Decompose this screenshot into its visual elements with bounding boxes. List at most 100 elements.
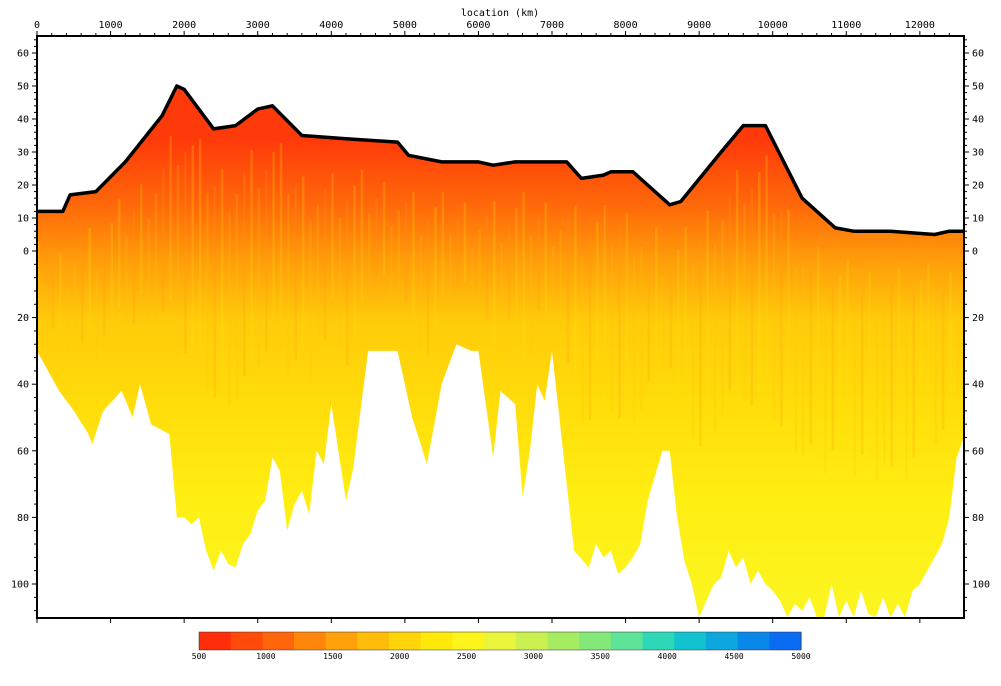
elevation-tick-label: 20	[17, 181, 29, 192]
x-tick-label: 6000	[466, 20, 490, 31]
velocity-streak	[51, 268, 55, 329]
elevation-tick-label: 10	[17, 214, 29, 225]
x-tick-label: 4000	[319, 20, 343, 31]
depth-tick-label: 100	[972, 580, 990, 591]
velocity-streak	[691, 261, 695, 439]
elevation-tick-label: 50	[972, 82, 984, 93]
velocity-streak	[449, 235, 452, 307]
velocity-streak	[257, 188, 261, 366]
velocity-streak	[662, 277, 665, 373]
velocity-streak	[905, 311, 908, 480]
velocity-streak	[228, 211, 231, 406]
velocity-streak	[816, 246, 820, 451]
velocity-streak	[919, 279, 923, 448]
velocity-streak	[184, 152, 187, 353]
velocity-streak	[618, 229, 621, 419]
velocity-streak	[265, 170, 268, 352]
velocity-streak	[419, 236, 423, 349]
colorbar-tick-label: 500	[192, 652, 207, 661]
velocity-streak	[220, 168, 224, 379]
velocity-streak	[169, 136, 172, 301]
colorbar-tick-label: 5000	[791, 652, 810, 661]
x-tick-label: 8000	[614, 20, 638, 31]
velocity-streak	[706, 210, 709, 426]
velocity-streak	[625, 212, 629, 408]
velocity-streak	[493, 200, 496, 342]
velocity-streak	[176, 165, 180, 359]
velocity-streak	[912, 295, 915, 458]
velocity-streak	[574, 205, 577, 396]
elevation-tick-label: 60	[17, 49, 29, 60]
velocity-streak	[485, 215, 489, 320]
velocity-streak	[132, 209, 136, 325]
velocity-streak	[632, 256, 636, 422]
colorbar-tick-label: 1500	[323, 652, 342, 661]
colorbar-tick-label: 2500	[457, 652, 476, 661]
velocity-streak	[853, 304, 857, 477]
velocity-streak	[434, 206, 437, 327]
surface-profile	[37, 84, 964, 237]
velocity-streak	[397, 210, 400, 288]
velocity-streak	[677, 249, 680, 397]
x-tick-label: 10000	[758, 20, 788, 31]
velocity-streak	[456, 219, 459, 288]
velocity-streak	[88, 228, 91, 342]
elevation-tick-label: 20	[972, 181, 984, 192]
colorbar-swatch	[484, 632, 517, 650]
velocity-streak	[522, 191, 526, 360]
velocity-streak	[154, 193, 158, 322]
velocity-streak	[412, 191, 415, 316]
velocity-streak	[934, 308, 938, 446]
depth-tick-label: 40	[17, 380, 29, 391]
velocity-streak	[353, 185, 356, 341]
velocity-streak	[655, 227, 658, 364]
velocity-streak	[875, 315, 879, 482]
colorbar-swatch	[230, 632, 263, 650]
velocity-streak	[861, 288, 864, 455]
x-axis-title: location (km)	[461, 8, 539, 19]
velocity-streak	[382, 182, 386, 275]
velocity-streak	[529, 235, 533, 354]
velocity-streak	[66, 287, 69, 350]
depth-tick-label: 40	[972, 380, 984, 391]
velocity-streak	[596, 222, 599, 400]
velocity-streak	[500, 243, 503, 325]
depth-tick-label: 20	[17, 313, 29, 324]
velocity-streak	[110, 223, 114, 322]
velocity-streak	[728, 195, 732, 391]
velocity-streak	[346, 201, 349, 367]
velocity-streak	[838, 274, 842, 464]
x-tick-label: 3000	[246, 20, 270, 31]
velocity-streak	[743, 204, 746, 399]
colorbar-tick-label: 3000	[524, 652, 543, 661]
colorbar-swatch	[642, 632, 675, 650]
velocity-streak	[787, 210, 790, 435]
velocity-streak	[294, 185, 297, 361]
colorbar-tick-label: 2000	[390, 652, 409, 661]
velocity-streak	[780, 211, 783, 426]
velocity-streak	[198, 139, 202, 348]
velocity-streak	[831, 287, 835, 451]
velocity-streak	[272, 152, 275, 321]
colorbar-tick-label: 4500	[724, 652, 743, 661]
velocity-streak	[883, 299, 886, 464]
velocity-streak	[441, 191, 445, 298]
elevation-tick-label: 0	[23, 247, 29, 258]
velocity-streak	[868, 272, 871, 461]
velocity-streak	[368, 213, 371, 290]
axes: 0 1000 2000 3000 4000 5000 6000 7000 8000 9000 100…	[11, 20, 990, 623]
velocity-streak	[59, 252, 62, 329]
elevation-tick-label: 30	[17, 148, 29, 159]
velocity-streak	[515, 208, 518, 317]
velocity-streak	[331, 173, 334, 301]
elevation-tick-label: 10	[972, 214, 984, 225]
velocity-streak	[95, 270, 99, 360]
velocity-streak	[162, 167, 165, 312]
velocity-streak	[544, 202, 548, 312]
colorbar-swatch	[579, 632, 612, 650]
x-tick-label: 0	[34, 20, 40, 31]
velocity-streak	[802, 266, 805, 456]
depth-tick-label: 100	[11, 580, 29, 591]
